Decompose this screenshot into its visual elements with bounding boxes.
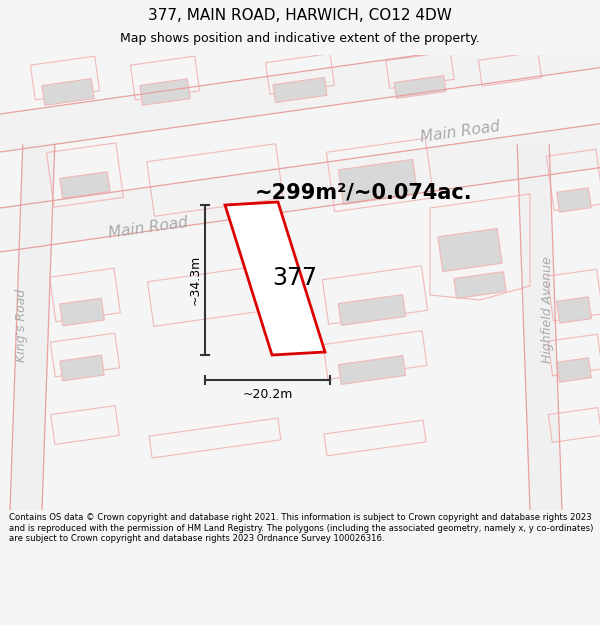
Polygon shape [394,76,446,98]
Polygon shape [140,79,190,105]
Polygon shape [42,79,94,106]
Polygon shape [225,202,325,355]
Polygon shape [557,188,591,212]
Polygon shape [60,355,104,381]
Text: ~20.2m: ~20.2m [242,388,293,401]
Text: 377, MAIN ROAD, HARWICH, CO12 4DW: 377, MAIN ROAD, HARWICH, CO12 4DW [148,8,452,23]
Polygon shape [557,297,592,323]
Polygon shape [0,29,600,152]
Polygon shape [517,145,562,510]
Polygon shape [557,358,591,382]
Polygon shape [338,294,406,326]
Text: ~299m²/~0.074ac.: ~299m²/~0.074ac. [255,182,473,202]
Text: King's Road: King's Road [16,289,29,361]
Polygon shape [0,124,600,252]
Polygon shape [60,172,110,198]
Polygon shape [59,298,104,326]
Text: Map shows position and indicative extent of the property.: Map shows position and indicative extent… [120,32,480,45]
Text: Main Road: Main Road [419,119,501,145]
Text: Main Road: Main Road [107,215,189,241]
Polygon shape [338,159,418,204]
Text: 377: 377 [272,266,317,290]
Text: ~34.3m: ~34.3m [188,255,202,305]
Polygon shape [273,78,327,102]
Text: Contains OS data © Crown copyright and database right 2021. This information is : Contains OS data © Crown copyright and d… [9,514,593,543]
Polygon shape [454,272,506,298]
Polygon shape [10,145,55,510]
Polygon shape [338,356,406,384]
Text: Highfield Avenue: Highfield Avenue [542,257,554,363]
Polygon shape [438,229,502,271]
